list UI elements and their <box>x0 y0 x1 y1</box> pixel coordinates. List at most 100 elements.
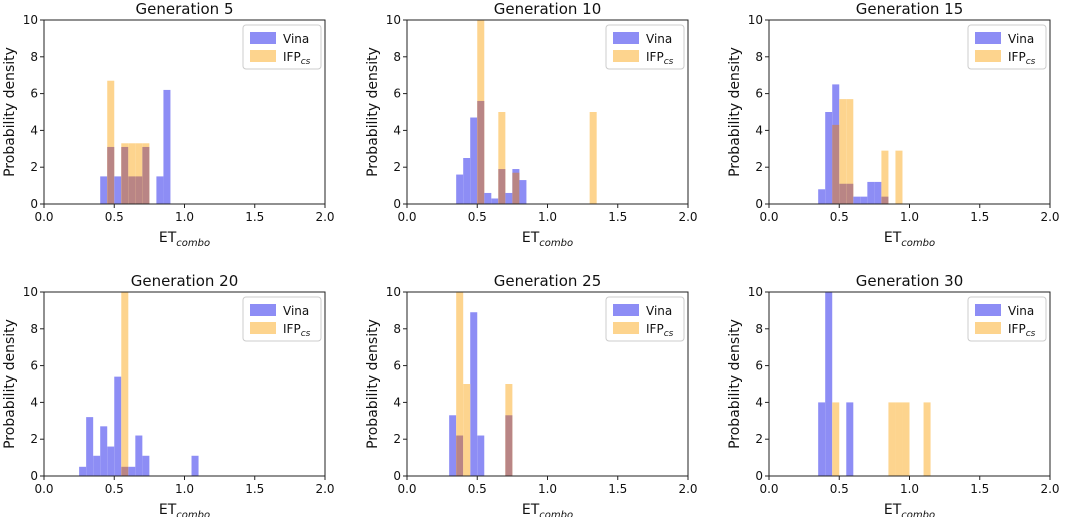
legend-label-ifp: IFPcs <box>646 322 674 339</box>
y-tick-label: 0 <box>393 469 401 483</box>
ifp-bar <box>846 99 854 204</box>
legend-label-ifp: IFPcs <box>283 322 311 339</box>
x-tick-label: 0.0 <box>397 482 416 496</box>
x-axis-label-sub: combo <box>176 238 210 249</box>
legend-label-ifp-main: IFP <box>1008 322 1026 336</box>
overlap-bar <box>512 172 520 204</box>
overlap-bar <box>832 124 840 204</box>
vina-bar <box>477 435 485 476</box>
overlap-bar <box>107 146 115 204</box>
legend-label-vina: Vina <box>646 32 672 46</box>
legend-swatch-ifp <box>975 50 1001 62</box>
legend-label-ifp-sub: cs <box>301 329 311 339</box>
x-tick-label: 0.5 <box>830 210 849 224</box>
overlap-bar <box>121 146 129 204</box>
ifp-bar <box>589 112 597 204</box>
y-tick-label: 6 <box>30 359 38 373</box>
vina-bar <box>79 466 87 476</box>
x-axis-label: ETcombo <box>159 230 210 249</box>
y-tick-label: 6 <box>393 359 401 373</box>
y-axis-label: Probability density <box>2 47 18 177</box>
legend-label-ifp-main: IFP <box>283 322 301 336</box>
y-tick-label: 10 <box>748 285 763 299</box>
legend-label-ifp: IFPcs <box>646 50 674 67</box>
x-tick-label: 2.0 <box>1040 482 1059 496</box>
vina-bar <box>818 402 826 476</box>
y-tick-label: 0 <box>30 469 38 483</box>
x-tick-label: 0.5 <box>830 482 849 496</box>
overlap-bar <box>121 466 129 476</box>
x-tick-label: 1.0 <box>538 210 557 224</box>
vina-bar <box>505 192 513 204</box>
legend-swatch-ifp <box>250 322 276 334</box>
legend-swatch-vina <box>975 304 1001 316</box>
ifp-bar <box>463 384 471 476</box>
vina-bar <box>100 176 108 204</box>
x-axis-label-sub: combo <box>539 510 573 517</box>
legend-label-vina: Vina <box>646 304 672 318</box>
x-tick-label: 2.0 <box>678 210 697 224</box>
overlap-bar <box>839 183 847 204</box>
vina-bar <box>846 402 854 476</box>
legend-swatch-vina <box>613 32 639 44</box>
ifp-bar <box>498 112 506 204</box>
vina-bar <box>107 446 115 476</box>
overlap-bar <box>135 176 143 204</box>
y-tick-label: 4 <box>393 395 401 409</box>
legend-swatch-vina <box>250 304 276 316</box>
x-tick-label: 1.5 <box>970 210 989 224</box>
x-axis-label-sub: combo <box>539 238 573 249</box>
y-tick-label: 2 <box>755 160 763 174</box>
vina-bar <box>470 117 478 204</box>
vina-bar <box>874 181 882 204</box>
legend-label-ifp-sub: cs <box>664 329 674 339</box>
y-tick-label: 8 <box>30 322 38 336</box>
y-tick-label: 2 <box>755 432 763 446</box>
x-tick-label: 0.0 <box>759 482 778 496</box>
vina-bar <box>463 158 471 204</box>
vina-bar <box>860 196 868 204</box>
subplot-2: Generation 10 0.0 0.5 1.0 1.5 2.0 0 2 4 6 8 10 ETcom… <box>365 0 698 249</box>
overlap-bar <box>505 415 513 476</box>
y-tick-label: 0 <box>30 197 38 211</box>
vina-bar <box>135 435 143 476</box>
y-tick-label: 10 <box>23 285 38 299</box>
legend-label-ifp-sub: cs <box>1026 57 1036 67</box>
legend-label-ifp-main: IFP <box>1008 50 1026 64</box>
x-axis-label: ETcombo <box>159 502 210 517</box>
y-axis-label: Probability density <box>727 47 743 177</box>
legend: Vina IFPcs <box>967 24 1047 70</box>
x-axis-label-main: ET <box>522 230 540 246</box>
subplot-6: Generation 30 0.0 0.5 1.0 1.5 2.0 0 2 4 6 8 10 ETcom… <box>727 272 1060 517</box>
y-axis-label: Probability density <box>2 319 18 449</box>
y-tick-label: 2 <box>30 432 38 446</box>
vina-bar <box>142 455 150 476</box>
x-tick-label: 1.5 <box>245 210 264 224</box>
vina-bar <box>867 181 875 204</box>
y-tick-label: 10 <box>748 13 763 27</box>
x-axis-label-main: ET <box>159 502 177 517</box>
x-axis-label: ETcombo <box>522 230 573 249</box>
y-tick-label: 0 <box>393 197 401 211</box>
subplot-4: Generation 20 0.0 0.5 1.0 1.5 2.0 0 2 4 6 8 10 ETcom… <box>2 272 335 517</box>
x-tick-label: 0.0 <box>759 210 778 224</box>
x-axis-label-sub: combo <box>176 510 210 517</box>
y-tick-label: 4 <box>755 123 763 137</box>
vina-bar <box>163 89 171 204</box>
y-tick-label: 4 <box>393 123 401 137</box>
legend-swatch-vina <box>613 304 639 316</box>
vina-bar <box>114 176 122 204</box>
x-tick-label: 0.5 <box>105 482 124 496</box>
x-tick-label: 0.5 <box>468 482 487 496</box>
overlap-bar <box>456 435 464 476</box>
vina-bar <box>93 455 101 476</box>
legend-label-ifp-main: IFP <box>646 50 664 64</box>
legend-label-vina: Vina <box>1008 304 1034 318</box>
overlap-bar <box>477 100 485 204</box>
vina-bar <box>484 192 492 204</box>
legend-swatch-vina <box>250 32 276 44</box>
x-axis-label-main: ET <box>884 230 902 246</box>
y-tick-label: 8 <box>755 322 763 336</box>
legend-label-ifp-sub: cs <box>1026 329 1036 339</box>
x-tick-label: 2.0 <box>315 482 334 496</box>
